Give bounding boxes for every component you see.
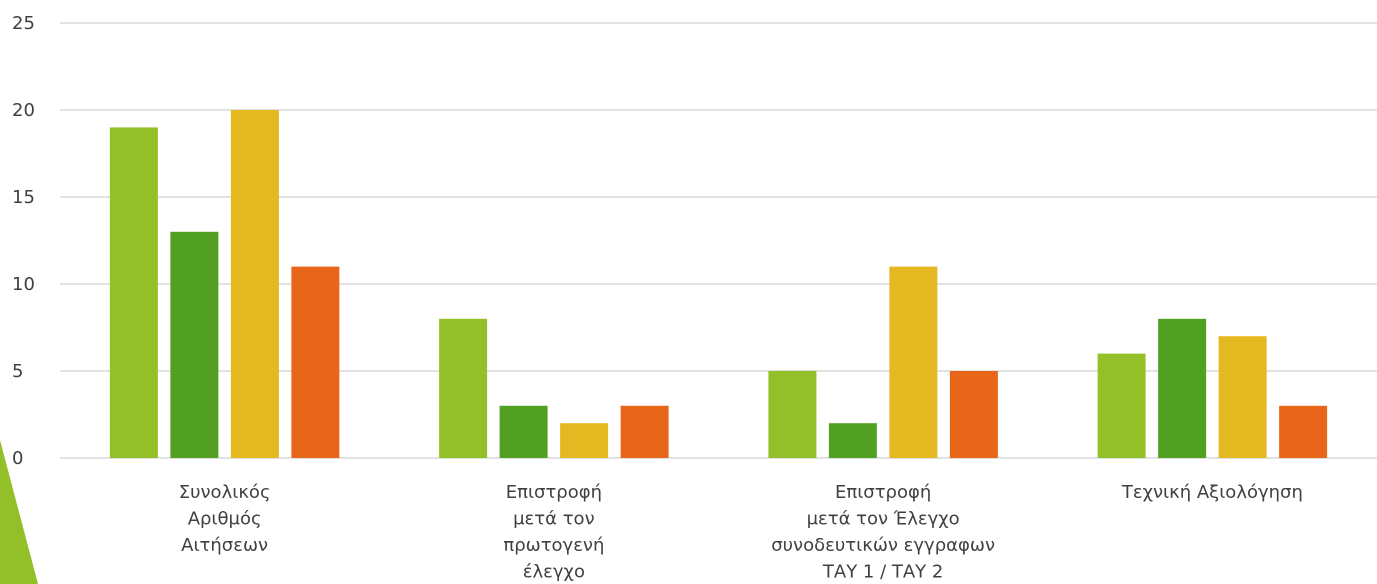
y-tick-label: 25 [12,13,35,34]
category-label-line: πρωτογενή [503,535,604,556]
bar [109,127,158,459]
bar [1158,318,1207,458]
bar [828,423,877,458]
bar [230,110,279,458]
category-label-line: μετά τον [513,509,595,530]
bar [1279,405,1328,458]
category-label-line: Επιστροφή [506,482,602,503]
y-tick-label: 15 [12,187,35,208]
bar [439,318,488,458]
bar [170,231,219,458]
bar [1218,336,1267,458]
category-label-line: Συνολικός [179,482,271,503]
bar [1097,353,1146,458]
y-tick-label: 10 [12,274,35,295]
category-label-line: συνοδευτικών εγγραφων [771,535,995,556]
bar [560,423,609,458]
bar [499,405,548,458]
y-tick-label: 20 [12,100,35,121]
category-labels: Συνολικός Αριθμός Αιτήσεων Επιστροφή μετά το… [179,482,1303,583]
bar [768,371,817,458]
bars [109,110,1328,459]
category-label: Τεχνική Αξιολόγηση [1121,482,1303,503]
category-label-line: Αριθμός [188,509,262,530]
category-label-line: Τεχνική Αξιολόγηση [1121,482,1303,503]
y-tick-label: 0 [12,448,23,469]
y-axis-tick-labels: 0 5 10 15 20 25 [12,13,35,469]
category-label-line: έλεγχο [523,562,585,583]
category-label-line: Αιτήσεων [181,535,268,556]
category-label: Επιστροφή μετά τον Έλεγχο συνοδευτικών εγγ… [771,482,995,583]
category-label-line: ΤΑΥ 1 / ΤΑΥ 2 [822,562,943,583]
y-tick-label: 5 [12,361,23,382]
bar [291,266,340,458]
category-label: Επιστροφή μετά τον πρωτογενή έλεγχο [503,482,604,583]
category-label-line: μετά τον Έλεγχο [807,509,960,530]
bar [620,405,669,458]
bar [949,371,998,458]
category-label: Συνολικός Αριθμός Αιτήσεων [179,482,271,556]
gridlines [60,22,1377,459]
accent-shape [0,440,38,584]
bar [889,266,938,458]
category-label-line: Επιστροφή [835,482,931,503]
